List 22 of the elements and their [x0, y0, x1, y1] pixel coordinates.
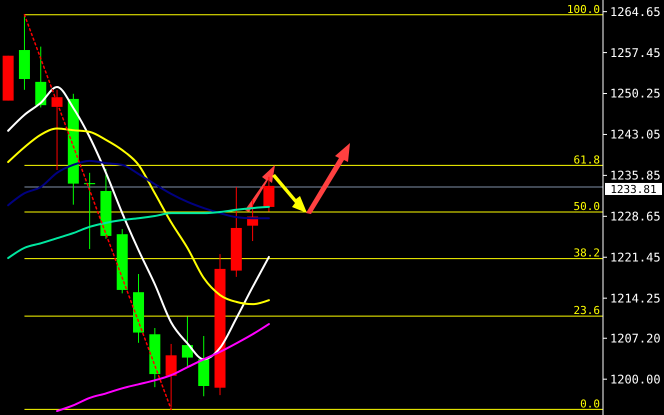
y-tick-label: 1207.20: [610, 331, 661, 346]
annotation: 61.8: [574, 153, 600, 166]
y-tick-label: 1257.45: [610, 46, 661, 60]
y-tick-label: 1200.00: [610, 372, 661, 386]
y-tick-label: 1214.25: [610, 291, 661, 306]
y-tick-label: 1243.05: [610, 128, 661, 142]
y-tick-label: 1250.25: [610, 86, 661, 101]
candlestick: [35, 46, 46, 108]
candlestick: [52, 89, 63, 170]
ref-line-label: 1233.81: [610, 182, 657, 196]
annotation: 50.0: [574, 200, 600, 214]
y-tick-label: 1221.45: [610, 250, 661, 264]
y-tick-label: 1235.85: [610, 168, 661, 183]
annotation: 100.0: [566, 2, 600, 16]
candlestick: [263, 176, 274, 212]
annotation: 0.0: [580, 397, 600, 410]
y-tick-label: 1264.65: [610, 4, 661, 19]
y-tick-label: 1228.65: [610, 210, 661, 224]
candlestick: [182, 316, 193, 368]
annotation: 38.2: [574, 246, 600, 260]
annotation: 23.6: [574, 304, 600, 318]
line-series: [56, 323, 270, 412]
